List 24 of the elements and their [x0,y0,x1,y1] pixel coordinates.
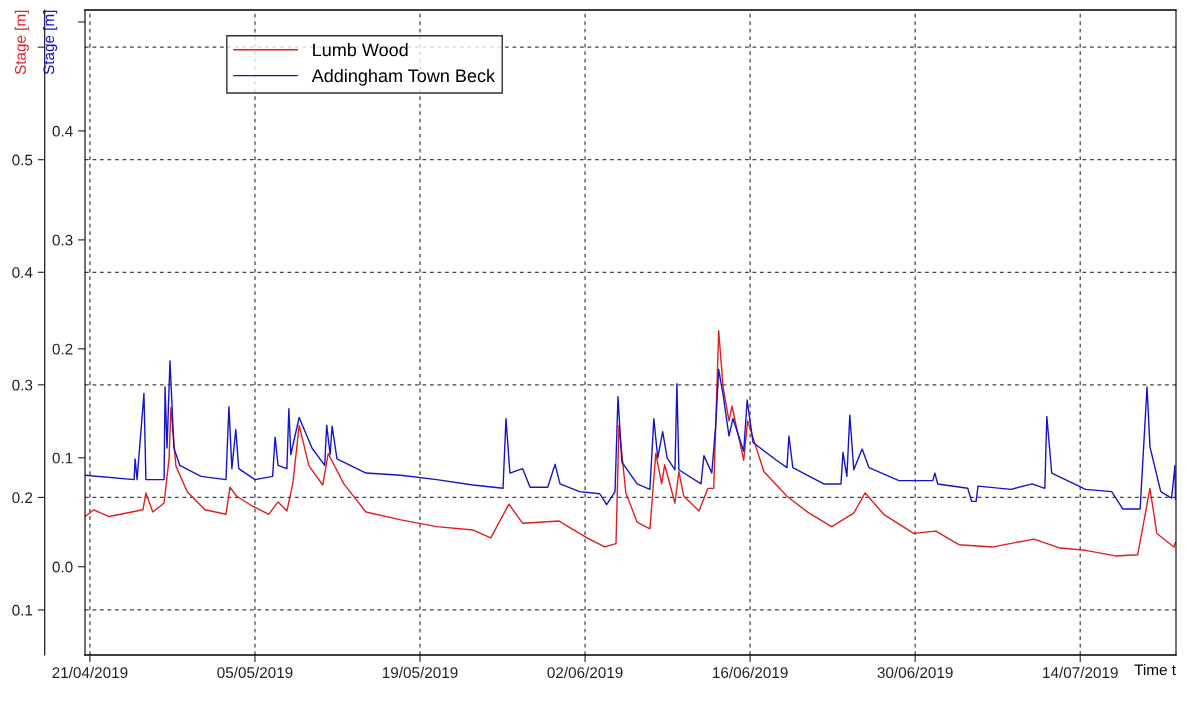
y2-tick-label: 0.1 [52,452,73,464]
line-series [85,330,1176,557]
y-axis-title: Stage [m] [14,10,29,75]
x-tick-label: 19/05/2019 [382,666,458,679]
y-tick-label: 0.2 [12,492,33,504]
x-tick-label: 30/06/2019 [877,666,953,679]
y2-tick-label: 0.2 [52,343,73,355]
x-tick-label: 14/07/2019 [1043,666,1118,679]
legend-label: Addingham Town Beck [311,68,496,86]
y-tick-label: 0.3 [12,379,33,391]
y2-tick-label: 0.4 [52,125,73,137]
x-tick-label: 02/06/2019 [547,666,623,679]
x-axis-title: Time t [1134,664,1176,676]
x-tick-label: 21/04/2019 [52,666,128,679]
y2-tick-label: 0.3 [52,234,73,246]
legend-label: Lumb Wood [313,43,408,57]
y-tick-label: 0.1 [12,604,33,616]
x-tick-label: 05/05/2019 [217,666,293,679]
y-tick-label: 0.5 [12,154,33,166]
y2-tick-label: 0.0 [52,561,73,573]
line-series [85,360,1176,510]
y-tick-label: 0.4 [12,267,33,278]
x-tick-label: 16/06/2019 [713,666,788,679]
y2-axis-title: Stage [m] [42,10,58,75]
